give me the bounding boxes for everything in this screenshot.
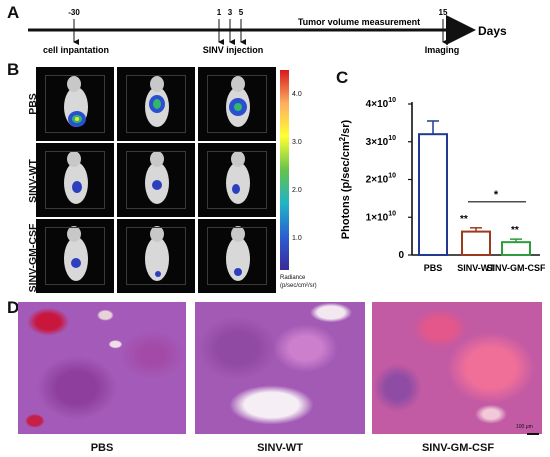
tick-day-15: 15 bbox=[439, 8, 448, 17]
bar-pbs bbox=[418, 133, 448, 256]
y-tick-label: 1×1010 bbox=[366, 210, 396, 223]
histology-image-sinv-wt bbox=[195, 302, 365, 434]
colorbar-unit-line2: (p/sec/cm²/sr) bbox=[280, 283, 317, 289]
histology-label-sinv-wt: SINV-WT bbox=[257, 442, 303, 454]
ivis-image-sinv-wt-3 bbox=[198, 143, 276, 217]
colorbar-tick-2: 2.0 bbox=[292, 187, 302, 194]
event-cell-implantation: cell inpantation bbox=[43, 45, 109, 55]
sig-wt: ** bbox=[460, 214, 468, 225]
colorbar-tick-4: 4.0 bbox=[292, 91, 302, 98]
event-sinv-injection: SINV injection bbox=[203, 45, 264, 55]
colorbar-tick-1: 1.0 bbox=[292, 235, 302, 242]
photon-bar-chart: 0 1×1010 2×1010 3×1010 4×1010 Photons (p/sec/… bbox=[338, 97, 545, 273]
x-tick-label: SINV-GM-CSF bbox=[486, 263, 545, 273]
histology-image-pbs bbox=[18, 302, 186, 434]
y-tick-label: 3×1010 bbox=[366, 135, 396, 148]
ivis-image-pbs-2 bbox=[117, 67, 195, 141]
colorbar-unit-line1: Radiance bbox=[280, 275, 306, 281]
tick-day-minus30: -30 bbox=[68, 8, 80, 17]
y-axis-label: Photons (p/sec/cm2/sr) bbox=[338, 119, 352, 239]
tick-day-1: 1 bbox=[217, 8, 222, 17]
ivis-image-pbs-1 bbox=[36, 67, 114, 141]
colorbar-tick-3: 3.0 bbox=[292, 139, 302, 146]
ivis-image-sinv-wt-2 bbox=[117, 143, 195, 217]
event-tumor-measurement: Tumor volume measurement bbox=[298, 17, 420, 27]
histology-image-sinv-gm-csf bbox=[372, 302, 542, 434]
panel-a-label: A bbox=[7, 3, 20, 22]
sig-gm: ** bbox=[511, 225, 519, 236]
bar-sinv-gm-csf bbox=[501, 241, 531, 256]
radiance-colorbar bbox=[280, 70, 289, 270]
y-tick-label: 0 bbox=[398, 250, 404, 261]
timeline-diagram: -30 1 3 5 15 cell inpantation SINV injec… bbox=[28, 8, 507, 55]
panel-b-label: B bbox=[7, 60, 20, 79]
ivis-image-sinv-gm-csf-1 bbox=[36, 219, 114, 293]
y-tick-label: 4×1010 bbox=[366, 97, 396, 110]
event-imaging: Imaging bbox=[425, 45, 460, 55]
x-tick-label: SINV-WT bbox=[457, 263, 495, 273]
ivis-image-pbs-3 bbox=[198, 67, 276, 141]
panel-c-label: C bbox=[336, 68, 349, 87]
x-tick-label: PBS bbox=[424, 263, 443, 273]
y-tick-label: 2×1010 bbox=[366, 173, 396, 186]
scale-bar bbox=[527, 433, 539, 435]
ivis-image-sinv-gm-csf-3 bbox=[198, 219, 276, 293]
axis-days-label: Days bbox=[478, 24, 507, 38]
sig-pair: * bbox=[494, 189, 499, 201]
bar-sinv-wt bbox=[461, 230, 491, 257]
tick-day-3: 3 bbox=[228, 8, 233, 17]
tick-day-5: 5 bbox=[239, 8, 244, 17]
ivis-image-sinv-wt-1 bbox=[36, 143, 114, 217]
ivis-image-sinv-gm-csf-2 bbox=[117, 219, 195, 293]
histology-label-sinv-gm-csf: SINV-GM-CSF bbox=[421, 442, 495, 454]
panel-d-label: D bbox=[7, 298, 20, 317]
histology-label-pbs: PBS bbox=[90, 442, 114, 454]
ivis-image-grid bbox=[36, 67, 276, 293]
scale-bar-label: 100 μm bbox=[516, 424, 533, 430]
